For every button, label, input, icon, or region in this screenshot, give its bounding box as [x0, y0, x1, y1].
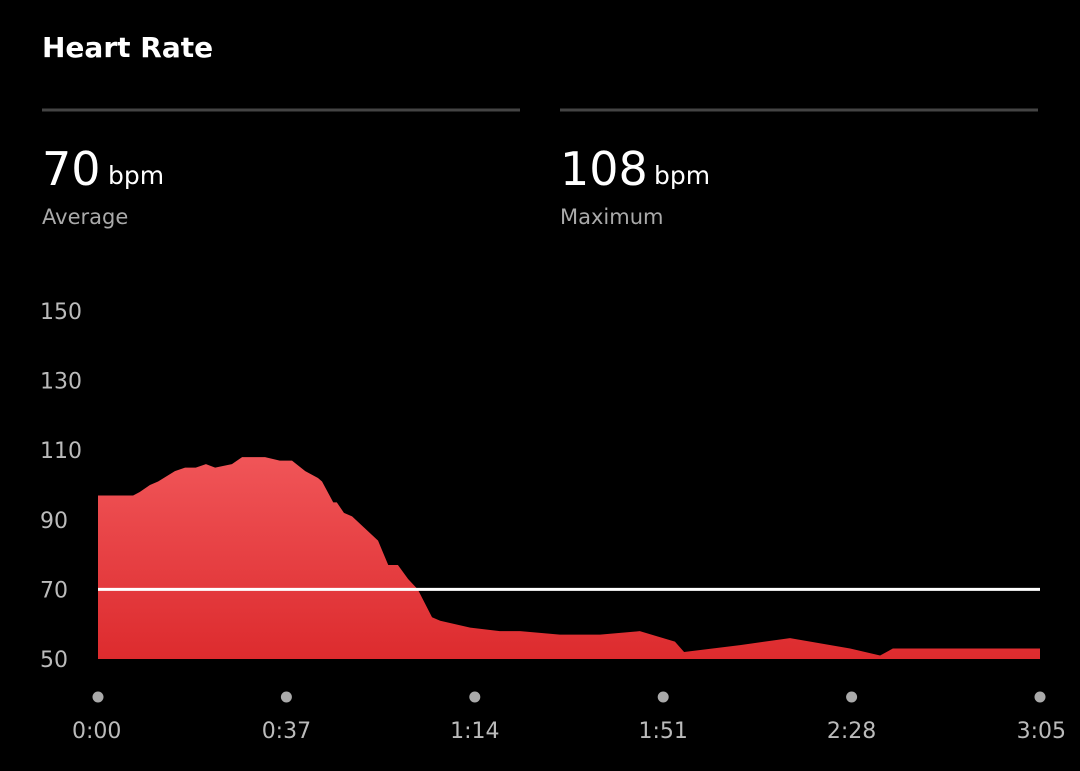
x-tick-dot	[657, 691, 669, 703]
y-tick-label: 130	[40, 370, 82, 395]
stat-value: 70	[42, 142, 101, 196]
stat-label: Average	[42, 205, 128, 229]
x-tick-dot	[1034, 691, 1046, 703]
y-tick-label: 50	[40, 648, 68, 673]
x-tick-dot	[280, 691, 292, 703]
x-tick-dot	[469, 691, 481, 703]
x-tick-dot	[846, 691, 858, 703]
x-tick-label: 0:00	[72, 719, 121, 744]
x-tick-label: 2:28	[827, 719, 876, 744]
x-tick-label: 1:51	[638, 719, 687, 744]
y-tick-label: 110	[40, 439, 82, 464]
x-tick-dot	[92, 691, 104, 703]
stat-label: Maximum	[560, 205, 663, 229]
stat-unit: bpm	[108, 161, 164, 190]
area	[98, 457, 1040, 659]
y-tick-label: 70	[40, 578, 68, 603]
stat-value: 108	[560, 142, 648, 196]
y-tick-label: 150	[40, 300, 82, 325]
x-tick-label: 3:05	[1017, 719, 1066, 744]
x-tick-label: 1:14	[450, 719, 499, 744]
title: Heart Rate	[42, 31, 213, 64]
stat-unit: bpm	[654, 161, 710, 190]
x-tick-label: 0:37	[262, 719, 311, 744]
y-tick-label: 90	[40, 509, 68, 534]
